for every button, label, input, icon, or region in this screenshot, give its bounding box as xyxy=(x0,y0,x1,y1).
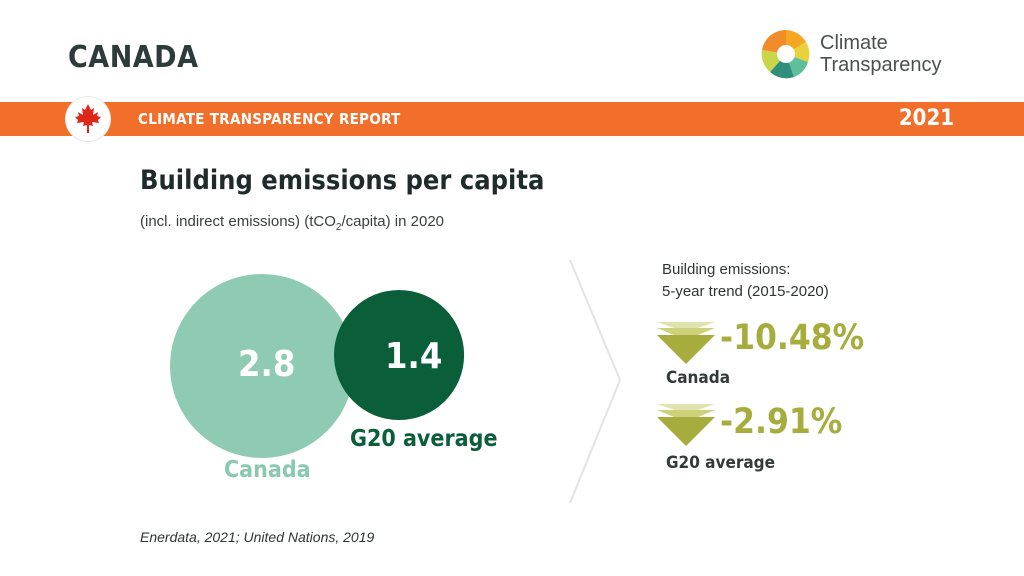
chart-subtitle: (incl. indirect emissions) (tCO2/capita)… xyxy=(140,213,444,233)
bubble-chart xyxy=(170,274,465,458)
trend-label-canada: Canada xyxy=(666,368,731,388)
trend-heading: Building emissions: 5-year trend (2015-2… xyxy=(662,259,829,303)
logo-text-line2: Transparency xyxy=(820,54,942,76)
chevron-divider xyxy=(569,259,622,504)
climate-transparency-logo: Climate Transparency xyxy=(758,26,968,86)
subtitle-prefix: (incl. indirect emissions) (tCO xyxy=(140,213,336,230)
logo-text-line1: Climate xyxy=(820,32,888,54)
trend-heading-line2: 5-year trend (2015-2020) xyxy=(662,283,829,300)
canada-flag xyxy=(66,97,110,141)
chart-title: Building emissions per capita xyxy=(140,165,545,196)
banner-title: CLIMATE TRANSPARENCY REPORT xyxy=(138,110,401,128)
trend-value-g20-average: -2.91% xyxy=(720,402,843,442)
bubble-value-canada: 2.8 xyxy=(238,344,296,385)
trend-value-canada: -10.48% xyxy=(720,318,865,358)
bubble-label-canada: Canada xyxy=(224,457,311,483)
report-banner: CLIMATE TRANSPARENCY REPORT 2021 xyxy=(0,102,1024,136)
logo-icon xyxy=(761,29,810,79)
subtitle-suffix: /capita) in 2020 xyxy=(341,213,445,230)
trend-down-arrow-icon xyxy=(657,322,715,364)
bubble-label-g20-average: G20 average xyxy=(350,426,498,452)
bubble-canada xyxy=(170,274,354,458)
country-title: CANADA xyxy=(68,40,199,75)
maple-leaf-icon xyxy=(75,104,101,133)
bubble-g20-average xyxy=(334,289,465,421)
bubble-value-g20-average: 1.4 xyxy=(385,336,443,377)
subtitle-subscript: 2 xyxy=(335,222,342,233)
trend-down-arrow-icon xyxy=(657,404,715,446)
trend-label-g20-average: G20 average xyxy=(666,453,776,473)
banner-year: 2021 xyxy=(898,106,954,131)
source-note: Enerdata, 2021; United Nations, 2019 xyxy=(140,529,375,545)
trend-heading-line1: Building emissions: xyxy=(662,261,791,278)
